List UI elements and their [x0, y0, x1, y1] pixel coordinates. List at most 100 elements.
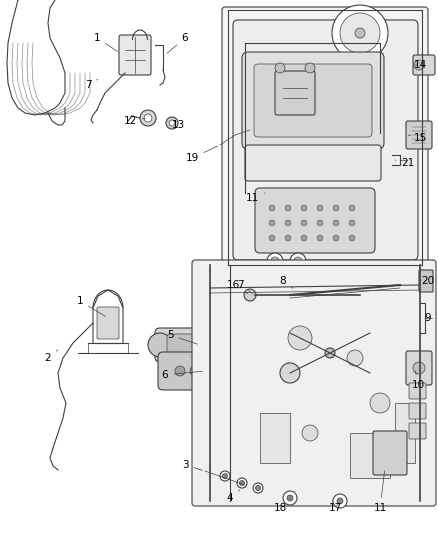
Circle shape	[169, 120, 175, 126]
Circle shape	[349, 205, 355, 211]
Text: 8: 8	[280, 276, 293, 288]
Text: 16: 16	[226, 280, 247, 294]
Circle shape	[285, 205, 291, 211]
Text: 11: 11	[245, 193, 265, 203]
FancyBboxPatch shape	[275, 71, 315, 115]
Circle shape	[148, 333, 172, 357]
Text: 6: 6	[167, 33, 188, 53]
Bar	[350, 433, 390, 478]
FancyBboxPatch shape	[254, 64, 372, 137]
Circle shape	[355, 28, 365, 38]
Circle shape	[290, 253, 306, 269]
Circle shape	[301, 205, 307, 211]
Circle shape	[144, 114, 152, 122]
FancyBboxPatch shape	[242, 52, 384, 149]
Circle shape	[223, 473, 227, 479]
Circle shape	[317, 220, 323, 226]
Text: 6: 6	[162, 370, 202, 380]
FancyBboxPatch shape	[192, 260, 436, 506]
FancyBboxPatch shape	[119, 35, 151, 75]
Circle shape	[285, 235, 291, 241]
Text: 2: 2	[45, 350, 58, 363]
Circle shape	[288, 326, 312, 350]
Text: 17: 17	[328, 503, 342, 513]
Circle shape	[301, 235, 307, 241]
Circle shape	[283, 491, 297, 505]
Text: 7: 7	[85, 79, 98, 90]
Circle shape	[301, 220, 307, 226]
Text: 18: 18	[273, 498, 290, 513]
Circle shape	[244, 289, 256, 301]
Text: 15: 15	[408, 133, 427, 143]
FancyBboxPatch shape	[233, 20, 418, 260]
Circle shape	[332, 5, 388, 61]
Circle shape	[271, 257, 279, 265]
Text: 3: 3	[182, 460, 202, 470]
Circle shape	[305, 63, 315, 73]
Circle shape	[333, 235, 339, 241]
Circle shape	[340, 13, 380, 53]
FancyBboxPatch shape	[255, 188, 375, 253]
Circle shape	[317, 205, 323, 211]
FancyBboxPatch shape	[409, 383, 426, 399]
Circle shape	[333, 220, 339, 226]
Text: 12: 12	[124, 116, 145, 126]
Circle shape	[269, 220, 275, 226]
FancyBboxPatch shape	[222, 7, 428, 268]
Circle shape	[190, 366, 200, 376]
Circle shape	[333, 205, 339, 211]
FancyBboxPatch shape	[155, 328, 250, 362]
Circle shape	[325, 348, 335, 358]
Text: 14: 14	[413, 60, 427, 70]
Bar	[260, 413, 290, 463]
Circle shape	[333, 494, 347, 508]
Circle shape	[287, 495, 293, 501]
Text: 1: 1	[77, 296, 106, 317]
Circle shape	[349, 235, 355, 241]
FancyBboxPatch shape	[167, 334, 238, 356]
Circle shape	[240, 481, 244, 486]
Circle shape	[285, 220, 291, 226]
FancyBboxPatch shape	[409, 403, 426, 419]
FancyBboxPatch shape	[419, 270, 433, 292]
Circle shape	[275, 63, 285, 73]
FancyBboxPatch shape	[409, 423, 426, 439]
Circle shape	[269, 205, 275, 211]
Circle shape	[317, 235, 323, 241]
Circle shape	[267, 253, 283, 269]
Circle shape	[269, 235, 275, 241]
Text: 4: 4	[227, 490, 240, 503]
Circle shape	[349, 220, 355, 226]
FancyBboxPatch shape	[406, 121, 432, 149]
Circle shape	[175, 366, 185, 376]
Circle shape	[302, 425, 318, 441]
Circle shape	[294, 257, 302, 265]
Text: 7: 7	[237, 280, 253, 294]
FancyBboxPatch shape	[373, 431, 407, 475]
Text: 10: 10	[411, 371, 424, 390]
Circle shape	[166, 117, 178, 129]
FancyBboxPatch shape	[245, 145, 381, 181]
Text: 5: 5	[167, 330, 198, 344]
FancyBboxPatch shape	[158, 352, 258, 390]
Circle shape	[253, 483, 263, 493]
Text: 19: 19	[185, 146, 218, 163]
Circle shape	[337, 498, 343, 504]
FancyBboxPatch shape	[413, 55, 435, 75]
Circle shape	[414, 60, 424, 70]
FancyBboxPatch shape	[406, 351, 432, 385]
Circle shape	[220, 471, 230, 481]
Circle shape	[255, 486, 261, 490]
Bar	[395, 403, 415, 463]
Text: 9: 9	[425, 313, 431, 323]
Circle shape	[237, 478, 247, 488]
Text: 21: 21	[395, 158, 415, 168]
Text: 20: 20	[421, 276, 434, 286]
Text: 13: 13	[171, 120, 185, 130]
Circle shape	[413, 362, 425, 374]
Circle shape	[347, 350, 363, 366]
Text: 11: 11	[373, 471, 387, 513]
Circle shape	[205, 366, 215, 376]
Text: 1: 1	[94, 33, 118, 52]
Circle shape	[140, 110, 156, 126]
